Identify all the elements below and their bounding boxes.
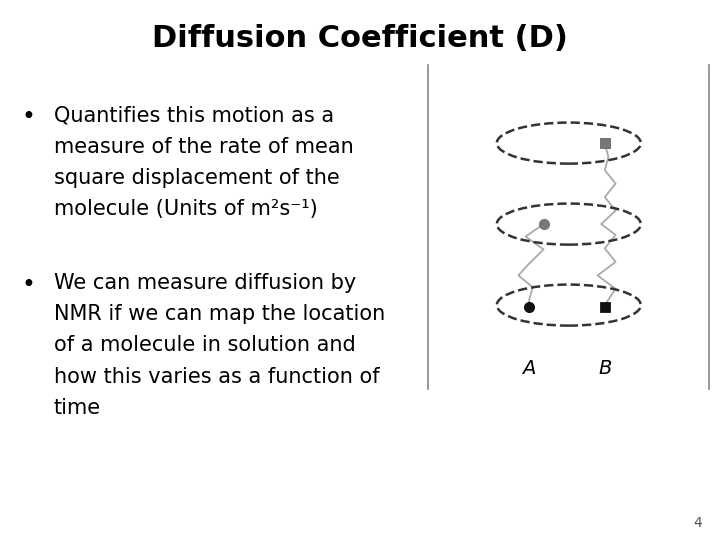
Text: of a molecule in solution and: of a molecule in solution and xyxy=(54,335,356,355)
Text: Quantifies this motion as a: Quantifies this motion as a xyxy=(54,105,334,125)
Text: •: • xyxy=(22,273,35,296)
Text: molecule (Units of m²s⁻¹): molecule (Units of m²s⁻¹) xyxy=(54,199,318,219)
Text: B: B xyxy=(598,359,611,378)
Text: how this varies as a function of: how this varies as a function of xyxy=(54,367,379,387)
Text: Diffusion Coefficient (D): Diffusion Coefficient (D) xyxy=(152,24,568,53)
Text: square displacement of the: square displacement of the xyxy=(54,168,340,188)
Text: A: A xyxy=(523,359,536,378)
Text: •: • xyxy=(22,105,35,129)
Text: NMR if we can map the location: NMR if we can map the location xyxy=(54,304,385,324)
Text: time: time xyxy=(54,398,101,418)
Text: 4: 4 xyxy=(693,516,702,530)
Text: measure of the rate of mean: measure of the rate of mean xyxy=(54,137,354,157)
Text: We can measure diffusion by: We can measure diffusion by xyxy=(54,273,356,293)
